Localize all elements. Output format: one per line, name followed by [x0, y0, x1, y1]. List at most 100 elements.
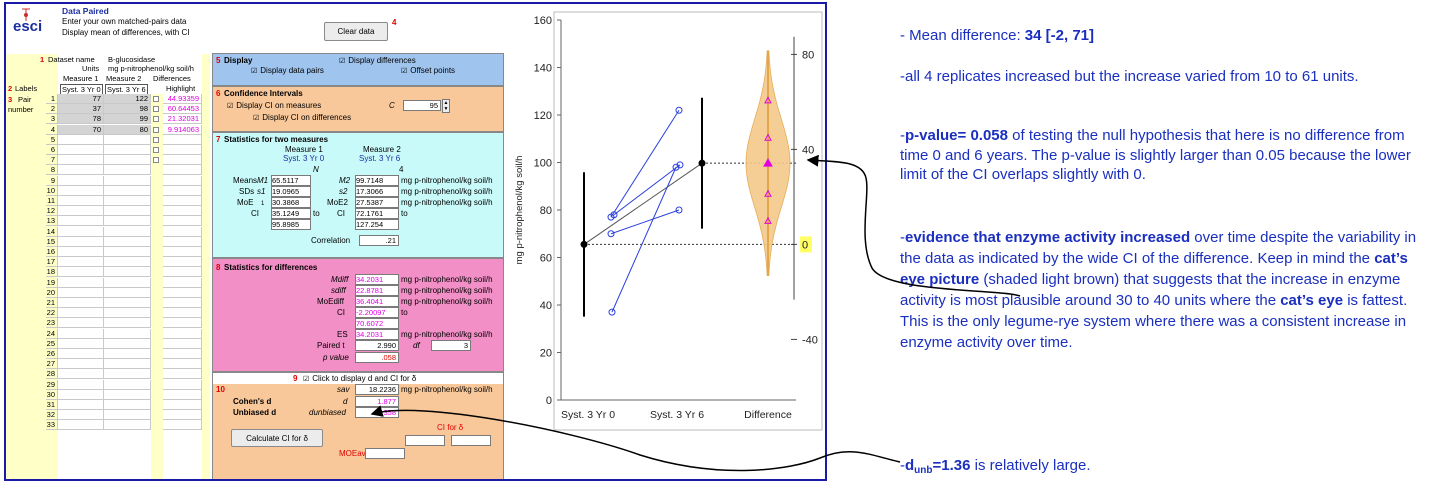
display-pairs-checkbox[interactable]: ☑ Display data pairs — [251, 66, 324, 75]
measure2-cell[interactable] — [104, 267, 151, 278]
measure1-cell[interactable] — [58, 134, 104, 145]
df-value: 3 — [431, 340, 471, 351]
measure1-cell[interactable] — [58, 155, 104, 166]
ci-diffs-checkbox[interactable]: ☑ Display CI on differences — [253, 113, 352, 122]
measure2-cell[interactable] — [104, 369, 151, 380]
measure1-cell[interactable] — [58, 185, 104, 196]
measure1-cell[interactable] — [58, 420, 104, 431]
measure1-cell[interactable] — [58, 308, 104, 319]
measure1-cell[interactable] — [58, 287, 104, 298]
measure2-cell[interactable] — [104, 287, 151, 298]
measure2-cell[interactable] — [104, 165, 151, 176]
measure2-cell[interactable] — [104, 298, 151, 308]
measure1-cell[interactable] — [58, 410, 104, 421]
measure1-cell[interactable] — [58, 277, 104, 288]
measure1-cell[interactable] — [58, 298, 104, 308]
difference-point — [764, 96, 772, 104]
measure2-cell[interactable] — [104, 420, 151, 431]
measure2-cell[interactable] — [104, 226, 151, 237]
measure1-cell[interactable] — [58, 216, 104, 227]
dataset-name-input[interactable]: B-glucosidase — [108, 55, 156, 64]
note5-post: is relatively large. — [970, 457, 1091, 474]
calculate-ci-delta-button[interactable]: Calculate CI for δ — [231, 429, 323, 447]
measure1-cell[interactable]: 78 — [58, 114, 104, 125]
measure1-cell[interactable] — [58, 175, 104, 186]
difference-cell — [163, 267, 202, 278]
measure2-cell[interactable] — [104, 389, 151, 400]
measure1-cell[interactable] — [58, 206, 104, 217]
clear-data-button[interactable]: Clear data — [324, 22, 388, 41]
measure2-cell[interactable] — [104, 308, 151, 319]
ci-measures-checkbox[interactable]: ☑ Display CI on measures — [227, 101, 322, 110]
measure2-cell[interactable] — [104, 216, 151, 227]
mean-difference-point — [763, 158, 773, 167]
measure1-cell[interactable] — [58, 318, 104, 329]
offset-points-checkbox[interactable]: ☑ Offset points — [401, 66, 456, 75]
measure2-cell[interactable] — [104, 338, 151, 349]
measure2-cell[interactable] — [104, 155, 151, 166]
measure1-cell[interactable] — [58, 328, 104, 339]
highlight-checkbox[interactable] — [153, 147, 159, 153]
measure1-cell[interactable] — [58, 247, 104, 257]
esci-window: esci Data Paired Enter your own matched-… — [4, 2, 827, 481]
measure1-cell[interactable] — [58, 145, 104, 155]
display-num: 5 — [216, 56, 221, 65]
row-number: 23 — [46, 318, 58, 329]
measure2-cell[interactable]: 99 — [104, 114, 151, 125]
measure1-cell[interactable]: 77 — [58, 94, 104, 104]
measure2-cell[interactable] — [104, 145, 151, 155]
measure2-cell[interactable] — [104, 318, 151, 329]
measure2-cell[interactable] — [104, 185, 151, 196]
c-level-input[interactable]: 95 — [403, 100, 441, 111]
measure2-cell[interactable] — [104, 236, 151, 247]
highlight-checkbox[interactable] — [153, 157, 159, 164]
measure2-cell[interactable] — [104, 257, 151, 268]
measure2-cell[interactable] — [104, 400, 151, 410]
sd1-value: 19.0965 — [271, 186, 311, 197]
highlight-checkbox[interactable] — [153, 116, 159, 123]
measure2-cell[interactable]: 80 — [104, 124, 151, 135]
measure2-cell[interactable] — [104, 410, 151, 421]
sav-label: sav — [337, 385, 350, 394]
measure1-cell[interactable] — [58, 226, 104, 237]
measure2-cell[interactable] — [104, 359, 151, 370]
measure2-cell[interactable] — [104, 206, 151, 217]
measure1-cell[interactable] — [58, 165, 104, 176]
units-input[interactable]: mg p-nitrophenol/kg soil/h — [108, 64, 194, 73]
row-number: 6 — [46, 145, 58, 155]
measure2-cell[interactable] — [104, 328, 151, 339]
measure1-cell[interactable] — [58, 389, 104, 400]
measure1-cell[interactable] — [58, 349, 104, 359]
measure1-cell[interactable] — [58, 338, 104, 349]
measure1-cell[interactable] — [58, 257, 104, 268]
highlight-checkbox[interactable] — [153, 106, 159, 113]
measure2-cell[interactable] — [104, 196, 151, 206]
click-row — [213, 373, 503, 384]
measure1-cell[interactable] — [58, 236, 104, 247]
measure1-cell[interactable] — [58, 359, 104, 370]
display-diffs-checkbox[interactable]: ☑ Display differences — [339, 56, 416, 65]
measure2-cell[interactable] — [104, 134, 151, 145]
moe2-value: 27.5387 — [355, 197, 399, 208]
highlight-checkbox[interactable] — [153, 96, 159, 102]
measure1-cell[interactable] — [58, 196, 104, 206]
c-spinner[interactable]: ▲ ▼ — [442, 99, 450, 113]
measure1-cell[interactable] — [58, 369, 104, 380]
measure2-cell[interactable] — [104, 379, 151, 390]
measure1-cell[interactable]: 70 — [58, 124, 104, 135]
measure1-cell[interactable] — [58, 400, 104, 410]
measure2-cell[interactable] — [104, 247, 151, 257]
highlight-checkbox[interactable] — [153, 136, 159, 143]
measure2-cell[interactable] — [104, 349, 151, 359]
ci-measures-label: Display CI on measures — [236, 101, 322, 110]
measure2-cell[interactable] — [104, 277, 151, 288]
measure1-cell[interactable] — [58, 267, 104, 278]
measure2-cell[interactable]: 122 — [104, 94, 151, 104]
measure2-cell[interactable] — [104, 175, 151, 186]
click-display-d-checkbox[interactable]: ☑ Click to display d and CI for δ — [303, 374, 417, 383]
measure2-cell[interactable]: 98 — [104, 104, 151, 115]
measure1-cell[interactable] — [58, 379, 104, 390]
logo-text: esci — [13, 18, 43, 35]
highlight-checkbox[interactable] — [153, 126, 159, 133]
measure1-cell[interactable]: 37 — [58, 104, 104, 115]
